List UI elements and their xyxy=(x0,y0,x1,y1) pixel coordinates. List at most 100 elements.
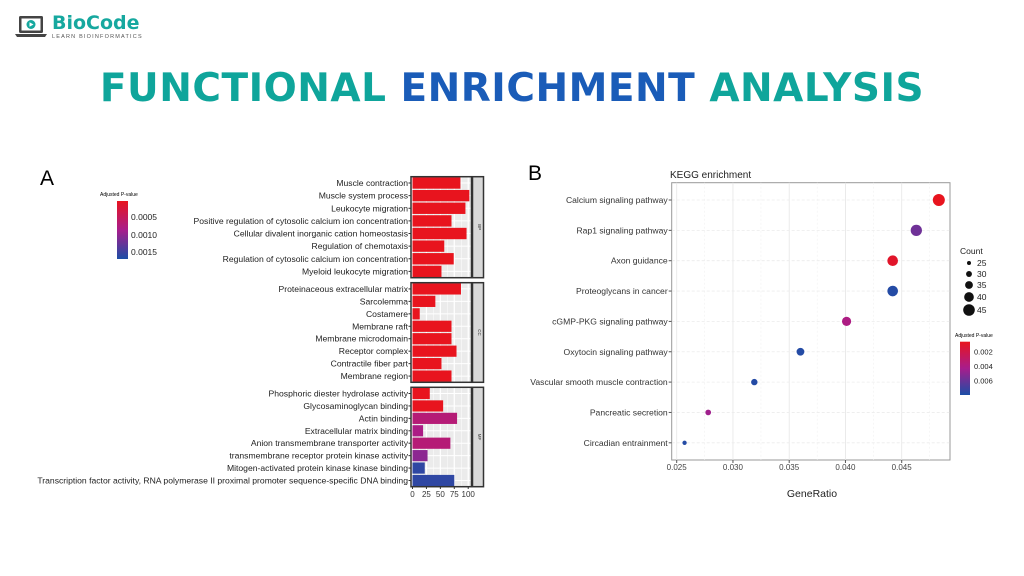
category-label: Regulation of cytosolic calcium ion conc… xyxy=(223,254,409,264)
x-tick-label: 0.025 xyxy=(667,463,688,472)
category-label: Positive regulation of cytosolic calcium… xyxy=(194,216,409,226)
color-legend-bar xyxy=(960,341,970,395)
category-label: Rap1 signaling pathway xyxy=(576,225,668,235)
facet-border xyxy=(410,175,473,279)
bar xyxy=(412,215,452,227)
bar xyxy=(412,437,451,449)
color-legend-label: 0.004 xyxy=(974,362,993,371)
category-label: Mitogen-activated protein kinase kinase … xyxy=(227,463,408,473)
category-label: Vascular smooth muscle contraction xyxy=(530,377,668,387)
bar xyxy=(412,462,425,474)
category-label: Glycosaminoglycan binding xyxy=(303,401,408,411)
category-label: Circadian entrainment xyxy=(584,438,669,448)
data-point xyxy=(910,224,922,237)
bar xyxy=(412,308,420,320)
color-legend-title: Adjusted P-value xyxy=(955,333,993,339)
bar xyxy=(412,474,455,487)
category-label: Pancreatic secretion xyxy=(590,407,668,417)
bar xyxy=(412,253,454,265)
category-label: Sarcolemma xyxy=(360,296,408,306)
legend-tick-label: 0.0015 xyxy=(131,247,157,257)
bar xyxy=(412,387,430,400)
category-label: Muscle system process xyxy=(319,191,408,201)
data-point xyxy=(796,347,805,356)
panel-a-bar-chart: Muscle contraction Muscle system process L… xyxy=(37,175,485,499)
logo: BioCode LEARN BIOINFORMATICS xyxy=(14,14,143,41)
category-label: Membrane region xyxy=(341,371,409,381)
x-tick-label: 25 xyxy=(422,490,431,499)
panel-b-label: B xyxy=(528,162,542,185)
brand-name: BioCode xyxy=(52,12,140,34)
bar xyxy=(412,189,470,202)
x-tick-label: 0.035 xyxy=(779,463,800,472)
chart-title: KEGG enrichment xyxy=(670,170,751,181)
x-axis-label: GeneRatio xyxy=(787,488,837,500)
x-tick-label: 50 xyxy=(436,490,445,499)
category-label: cGMP-PKG signaling pathway xyxy=(552,316,668,326)
category-label: Costamere xyxy=(366,309,408,319)
facet-label: BP xyxy=(477,224,482,230)
bar xyxy=(412,412,458,424)
data-point xyxy=(841,316,852,326)
laptop-play-icon xyxy=(15,16,47,38)
category-label: Phosphoric diester hydrolase activity xyxy=(269,389,409,399)
panel-a-label: A xyxy=(40,167,54,190)
x-tick-label: 0 xyxy=(410,490,415,499)
category-label: Calcium signaling pathway xyxy=(566,195,668,205)
size-legend-label: 40 xyxy=(977,292,987,302)
category-label: Membrane microdomain xyxy=(315,334,408,344)
data-point xyxy=(705,409,712,416)
size-legend-dot xyxy=(965,281,973,289)
bar xyxy=(412,400,444,412)
category-label: Cellular divalent inorganic cation homeo… xyxy=(234,229,408,239)
category-label: Axon guidance xyxy=(611,256,668,266)
data-point xyxy=(887,255,898,266)
bar xyxy=(412,283,461,295)
facet-strip xyxy=(471,386,485,488)
size-legend-label: 45 xyxy=(977,305,987,315)
data-point xyxy=(887,285,898,297)
size-legend-dot xyxy=(963,304,975,316)
x-tick-label: 0.040 xyxy=(835,463,856,472)
size-legend-dot xyxy=(967,261,971,265)
data-point xyxy=(932,194,945,206)
data-point xyxy=(751,378,758,386)
bar xyxy=(412,370,452,382)
x-tick-label: 100 xyxy=(462,490,476,499)
legend-tick-label: 0.0005 xyxy=(131,212,157,222)
size-legend-dot xyxy=(964,292,974,302)
category-label: Receptor complex xyxy=(339,346,409,356)
bar xyxy=(412,425,424,437)
size-legend-label: 30 xyxy=(977,269,987,279)
bar xyxy=(412,265,442,278)
x-tick-label: 0.030 xyxy=(723,463,744,472)
title-part-3: ANALYSIS xyxy=(709,66,925,111)
category-label: Contractile fiber part xyxy=(331,359,409,369)
bar xyxy=(412,358,442,370)
facet-border xyxy=(410,386,473,488)
title-part-2: ENRICHMENT xyxy=(400,66,696,111)
color-legend-label: 0.002 xyxy=(974,348,993,357)
category-label: Anion transmembrane transporter activity xyxy=(251,438,409,448)
size-legend-dot xyxy=(966,271,972,277)
page-title: FUNCTIONAL ENRICHMENT ANALYSIS xyxy=(0,66,1024,111)
bar xyxy=(412,177,461,189)
size-legend-label: 35 xyxy=(977,280,987,290)
facet-strip xyxy=(471,281,485,384)
bar xyxy=(412,320,452,332)
legend-title: Adjusted P-value xyxy=(100,192,138,198)
brand-tagline: LEARN BIOINFORMATICS xyxy=(52,34,143,40)
color-legend-label: 0.006 xyxy=(974,377,993,386)
category-label: Regulation of chemotaxis xyxy=(312,241,409,251)
legend-tick-label: 0.0010 xyxy=(131,230,157,240)
panel-b-dot-plot: 0.025 0.030 0.035 0.040 0.045 Calcium signali… xyxy=(530,170,993,500)
bar xyxy=(412,202,466,214)
size-legend-label: 25 xyxy=(977,258,987,268)
category-label: transmembrane receptor protein kinase ac… xyxy=(229,451,408,461)
facet-border xyxy=(410,281,473,384)
category-label: Transcription factor activity, RNA polym… xyxy=(37,475,408,485)
title-part-1: FUNCTIONAL xyxy=(99,66,387,111)
category-label: Oxytocin signaling pathway xyxy=(564,347,669,357)
x-tick-label: 0.045 xyxy=(892,463,913,472)
category-label: Myeloid leukocyte migration xyxy=(302,266,408,276)
